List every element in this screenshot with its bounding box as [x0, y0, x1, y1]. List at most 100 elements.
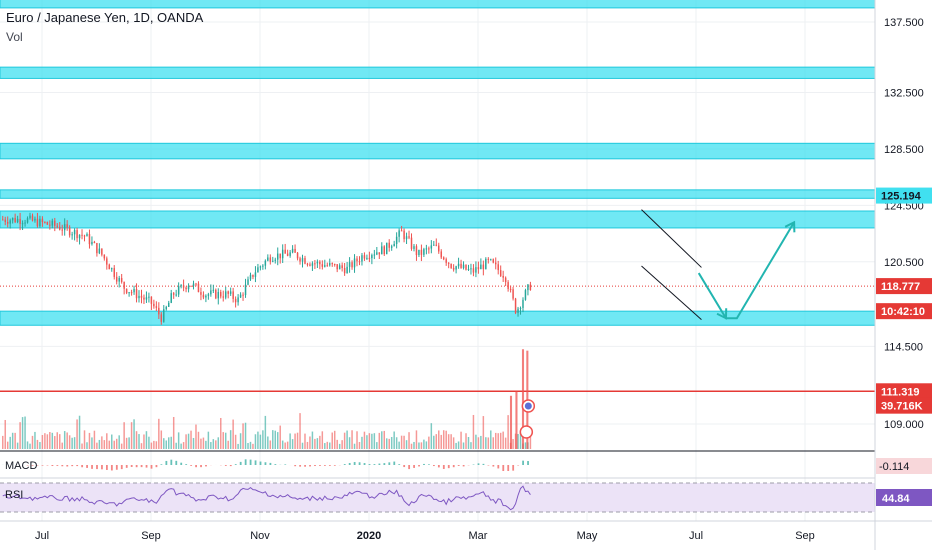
candle-body: [49, 224, 51, 226]
candle-body: [210, 290, 212, 295]
candle-body: [373, 254, 376, 256]
candle-body: [492, 259, 495, 263]
volume-bar: [361, 436, 363, 449]
candle-body: [103, 254, 106, 259]
candle-body: [368, 257, 371, 259]
volume-bar: [398, 441, 400, 449]
candle-body: [423, 249, 425, 255]
macd-bar: [363, 463, 366, 465]
macd-bar: [125, 465, 128, 468]
macd-bar: [333, 465, 336, 466]
price-tick-label: 128.500: [884, 144, 924, 156]
volume-bar: [83, 430, 86, 449]
macd-bar: [200, 465, 202, 468]
volume-bar: [16, 442, 19, 449]
candle-body: [504, 277, 507, 283]
volume-bar: [123, 422, 125, 449]
candle-body: [68, 227, 71, 236]
candle-body: [239, 294, 242, 298]
volume-bar: [239, 433, 242, 449]
price-tick-label: 120.500: [884, 257, 924, 269]
volume-bar: [252, 443, 254, 449]
candle-body: [490, 259, 492, 261]
candle-body: [222, 296, 224, 298]
volume-bar: [346, 430, 348, 449]
candle-body: [259, 266, 262, 268]
candle-body: [329, 263, 331, 266]
candle-body: [388, 242, 390, 248]
rsi-label[interactable]: RSI: [5, 489, 24, 501]
volume-bar: [395, 437, 398, 449]
volume-bar: [336, 439, 338, 449]
candle-body: [220, 292, 222, 297]
volume-bar: [115, 438, 118, 449]
candle-body: [264, 260, 267, 266]
macd-bar: [309, 465, 311, 467]
volume-bar: [286, 441, 289, 449]
macd-bar: [423, 463, 425, 465]
price-badge-label: 10:42:10: [881, 306, 925, 318]
macd-bar: [110, 465, 113, 471]
volume-bar: [435, 434, 438, 449]
volume-bar: [517, 433, 519, 449]
candle-body: [336, 264, 338, 270]
candle-body: [514, 298, 517, 313]
macd-label[interactable]: MACD: [5, 460, 38, 472]
volume-bar: [306, 441, 309, 449]
candle-body: [88, 234, 91, 245]
volume-bar: [497, 433, 499, 449]
volume-bar: [257, 431, 259, 449]
volume-bar: [457, 441, 460, 449]
candle-body: [143, 297, 145, 300]
volume-bar: [44, 433, 46, 449]
candle-body: [383, 246, 386, 255]
volume-bar: [11, 432, 14, 449]
volume-bar: [224, 432, 227, 449]
candle-body: [195, 283, 197, 285]
volume-bar: [120, 443, 123, 449]
volume-bar: [14, 432, 16, 449]
candle-body: [98, 248, 101, 254]
volume-bar: [356, 431, 358, 449]
price-badge-label: 125.194: [881, 191, 922, 203]
volume-bar: [433, 435, 435, 449]
resistance-zone-4: [0, 210, 876, 229]
volume-bar: [519, 432, 522, 449]
candle-body: [224, 291, 227, 298]
candle-body: [465, 264, 467, 270]
candle-body: [24, 222, 26, 224]
macd-bar: [234, 464, 237, 465]
candle-body: [509, 288, 512, 290]
candle-body: [140, 295, 143, 298]
candle-body: [31, 215, 34, 221]
macd-bar: [343, 464, 346, 465]
volume-bar: [264, 415, 267, 449]
candle-body: [71, 234, 73, 236]
volume-bar: [63, 431, 66, 449]
volume-bar: [442, 430, 445, 449]
volume-bar: [450, 434, 452, 449]
volume-bar: [190, 430, 192, 449]
price-badge-label: 111.319: [881, 386, 920, 398]
candle-body: [341, 265, 343, 269]
candle-body: [413, 246, 415, 249]
candle-body: [428, 248, 430, 250]
candle-body: [58, 226, 61, 230]
candle-body: [247, 279, 249, 285]
volume-bar: [81, 443, 83, 449]
candle-body: [215, 289, 217, 299]
macd-bar: [180, 462, 183, 465]
volume-bar: [182, 442, 185, 449]
candle-body: [63, 224, 66, 231]
candle-body: [187, 285, 190, 290]
candle-body: [167, 302, 170, 307]
volume-bar: [383, 430, 386, 449]
volume-bar: [430, 423, 433, 449]
macd-bar: [368, 464, 371, 465]
candle-body: [252, 274, 254, 277]
resistance-zone-0: [0, 0, 876, 9]
volume-bar: [289, 433, 291, 449]
volume-bar: [423, 439, 425, 449]
volume-bar: [197, 431, 200, 449]
